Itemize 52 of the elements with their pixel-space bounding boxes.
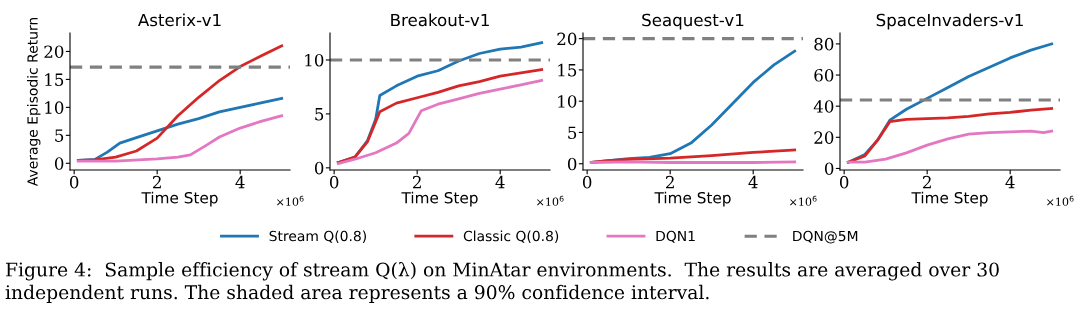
line-series [846, 129, 1054, 164]
legend-label: DQN@5M [793, 230, 858, 244]
chart-title: Asterix-v1 [138, 13, 221, 27]
y-tick-label: 0 [314, 161, 324, 175]
x-tick-label: 4 [748, 175, 758, 189]
x-axis-title: Time Step [911, 191, 988, 207]
x-tick-label: 2 [923, 175, 931, 189]
chart-title: Seaquest-v1 [642, 13, 744, 30]
y-tick-label: 5 [55, 129, 64, 142]
x-tick-label: 2 [666, 175, 674, 189]
y-tick-label: 0 [824, 162, 834, 176]
y-tick-label: 5 [315, 108, 324, 121]
legend-label: Stream Q(0.8) [269, 230, 366, 243]
x-tick-label: 0 [329, 175, 339, 189]
chart-title: Breakout-v1 [391, 13, 489, 27]
y-tick-label: 10 [305, 53, 324, 67]
y-tick-label: 10 [45, 101, 64, 114]
chart-title: SpaceInvaders-v1 [876, 13, 1023, 30]
x-tick-label: 4 [235, 175, 245, 189]
line-series [76, 44, 284, 162]
y-tick-label: 10 [558, 95, 577, 108]
y-axis-title: Average Episodic Return [27, 17, 41, 187]
y-tick-label: 60 [814, 69, 834, 82]
y-tick-label: 0 [567, 157, 577, 171]
line-series [846, 107, 1054, 164]
y-tick-label: 0 [54, 157, 64, 170]
legend-label: DQN1 [656, 230, 695, 243]
y-tick-label: 15 [558, 63, 577, 77]
x-axis-title: Time Step [141, 191, 218, 207]
y-tick-label: 20 [557, 32, 577, 46]
x-tick-label: 2 [153, 175, 161, 189]
x-axis-title: Time Step [401, 191, 478, 207]
legend-label: Classic Q(0.8) [463, 230, 559, 243]
y-tick-label: 40 [813, 100, 834, 113]
x-tick-label: 4 [1005, 175, 1015, 189]
line-series [76, 114, 284, 163]
y-tick-label: 80 [814, 37, 834, 51]
x-tick-label: 0 [582, 175, 592, 189]
x-tick-label: 2 [413, 175, 421, 189]
text: ×10$^{6}$ [537, 195, 564, 206]
text: ×10$^{6}$ [790, 195, 817, 206]
text: ×10$^{6}$ [1047, 195, 1074, 206]
y-tick-label: 20 [44, 45, 64, 59]
caption: Figure 4: Sample efficiency of stream Q(λ) on MinAtar environments. The results are averaged over 30 independent runs. The shaded area represents a 90% confidence interval. [5, 262, 999, 303]
y-tick-label: 15 [45, 73, 64, 86]
x-tick-label: 0 [69, 175, 79, 189]
text: ×10$^{6}$ [277, 195, 304, 206]
x-tick-label: 4 [495, 175, 505, 189]
x-axis-title: Time Step [654, 191, 731, 207]
y-tick-label: 20 [814, 131, 834, 144]
y-tick-label: 5 [568, 126, 577, 140]
x-tick-label: 0 [839, 175, 849, 189]
